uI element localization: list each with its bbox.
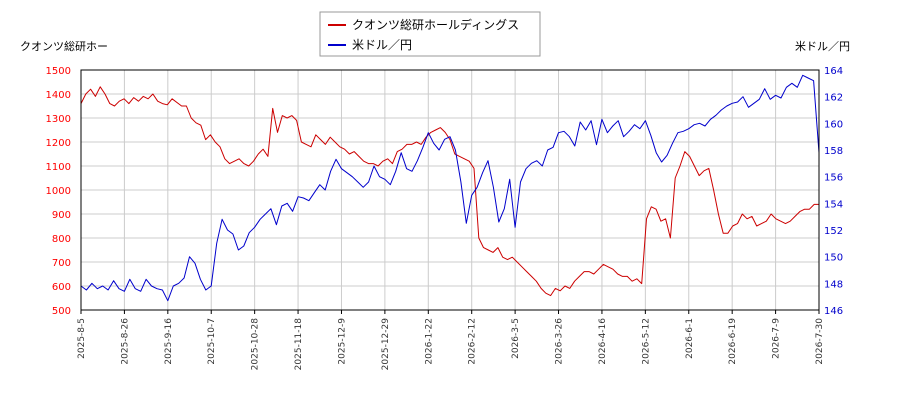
left-axis-ticks: 500 600 700 800 900 1000 1100 1200 1300 1400 1500 [46, 66, 71, 317]
right-axis-ticks: 146 148 150 152 154 156 158 160 162 164 [824, 66, 843, 317]
left-tick-label: 1400 [46, 90, 71, 101]
right-tick-label: 146 [824, 306, 843, 317]
legend-label-stock: クオンツ総研ホールディングス [352, 17, 519, 32]
left-tick-label: 600 [52, 282, 71, 293]
legend: クオンツ総研ホールディングス 米ドル／円 [319, 11, 541, 57]
grid [80, 69, 820, 311]
x-tick-label: 2026-3-26 [555, 318, 565, 365]
x-tick-label: 2026-6-1 [685, 318, 695, 359]
right-tick-label: 152 [824, 226, 843, 237]
plot-frame [80, 69, 820, 311]
left-tick-label: 1000 [46, 186, 71, 197]
right-tick-label: 148 [824, 279, 843, 290]
right-tick-label: 154 [824, 199, 843, 210]
left-axis-label: クオンツ総研ホー [20, 39, 108, 53]
x-tick-label: 2025-10-7 [207, 318, 217, 365]
x-tick-label: 2025-12-9 [337, 318, 347, 365]
left-tick-label: 800 [52, 234, 71, 245]
x-tick-label: 2025-11-18 [294, 318, 304, 371]
series-layer [80, 74, 820, 302]
left-tick-label: 700 [52, 258, 71, 269]
right-axis-label: 米ドル／円 [795, 40, 850, 53]
series-line-fx [80, 74, 820, 302]
right-tick-label: 150 [824, 253, 843, 264]
x-tick-label: 2025-9-16 [164, 318, 174, 365]
x-tick-label: 2025-12-29 [381, 318, 391, 371]
left-tick-label: 900 [52, 210, 71, 221]
x-tick-label: 2026-7-30 [815, 318, 825, 365]
left-tick-label: 1500 [46, 66, 71, 77]
left-tick-label: 1100 [46, 162, 71, 173]
right-tick-label: 156 [824, 173, 843, 184]
x-tick-label: 2026-2-12 [468, 318, 478, 365]
x-tick-label: 2025-8-5 [77, 318, 87, 359]
x-tick-label: 2026-6-19 [728, 318, 738, 365]
x-tick-label: 2026-7-9 [772, 318, 782, 359]
legend-box [319, 11, 541, 57]
x-tick-label: 2026-5-12 [641, 318, 651, 365]
left-tick-label: 1300 [46, 114, 71, 125]
right-tick-label: 162 [824, 93, 843, 104]
left-tick-label: 1200 [46, 138, 71, 149]
x-axis-ticks: 2025-8-5 2025-8-26 2025-9-16 2025-10-7 2025-… [77, 310, 825, 370]
left-tick-label: 500 [52, 306, 71, 317]
right-tick-label: 160 [824, 119, 843, 130]
x-tick-label: 2026-3-5 [511, 318, 521, 359]
x-tick-label: 2026-1-22 [424, 318, 434, 365]
right-tick-label: 158 [824, 146, 843, 157]
x-tick-label: 2025-10-28 [251, 318, 261, 371]
legend-label-fx: 米ドル／円 [352, 38, 412, 52]
series-line-stock [80, 86, 819, 297]
right-tick-label: 164 [824, 66, 843, 77]
x-tick-label: 2026-4-16 [598, 318, 608, 365]
x-tick-label: 2025-8-26 [120, 318, 130, 365]
